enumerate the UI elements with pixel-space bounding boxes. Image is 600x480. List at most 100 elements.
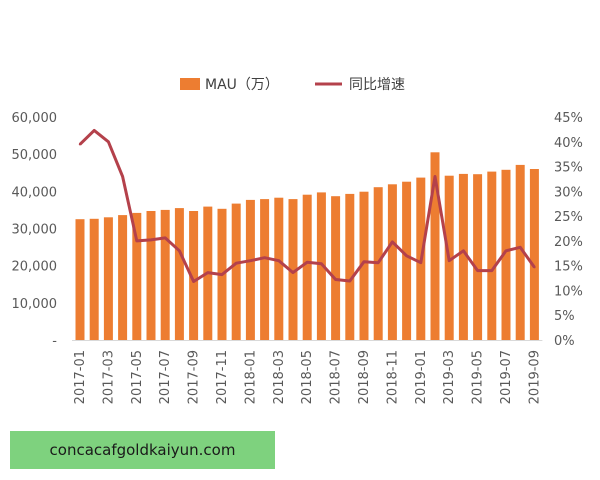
line-point [490,269,493,272]
line-point [235,262,238,265]
bar [174,208,184,340]
line-point [220,273,224,276]
x-tick-label: 2017-01 [73,350,88,404]
x-tick-label: 2018-09 [357,350,372,404]
line-point [277,259,280,262]
line-point [433,175,437,178]
y-left-tick-label: 30,000 [12,223,58,238]
watermark-banner: concacafgoldkaiyun.com [10,431,275,469]
bar [487,171,497,340]
legend: MAU（万） 同比增速 [180,77,405,93]
x-tick-label: 2019-05 [471,350,486,404]
bar [458,173,468,340]
line-point [320,262,323,265]
bar [359,191,369,340]
line-point [192,280,195,283]
y-right-tick-label: 40% [554,136,583,151]
x-axis: 2017-01 2017-03 2017-05 2017-07 2017-09 2017-… [72,340,543,404]
y-right-tick-label: 5% [554,309,575,324]
line-point [362,260,366,263]
y-right-tick-label: 30% [554,185,583,200]
y-left-tick-label: 50,000 [12,148,58,163]
x-tick-label: 2017-09 [187,350,202,404]
bar [75,219,85,340]
line-point [306,261,309,264]
line-point [121,175,124,178]
x-tick-label: 2017-03 [101,350,116,404]
bar [132,212,142,340]
y-left-tick-label: 20,000 [12,260,58,275]
bar [160,209,170,340]
x-tick-label: 2017-07 [158,350,173,404]
line-point [291,271,295,274]
x-tick-label: 2018-11 [385,350,400,404]
line-point [348,279,351,283]
y-right-tick-label: 45% [554,111,583,126]
line-series [78,128,536,283]
bar [387,184,397,340]
line-point [164,236,167,240]
bar [529,169,539,340]
line-point [462,249,465,252]
bar [103,217,113,340]
y-left-tick-label: 10,000 [12,297,58,312]
legend-bar-swatch [180,78,200,90]
x-tick-label: 2019-03 [442,350,457,404]
line-point [178,249,181,252]
bar [189,211,199,340]
x-tick-label: 2019-09 [527,350,542,404]
y-right-tick-label: 25% [554,210,583,225]
bar [345,193,355,340]
line-point [519,246,522,249]
x-tick-label: 2018-03 [272,350,287,404]
line-point [107,140,110,143]
y-right-tick-label: 15% [554,260,583,275]
bar [515,164,525,340]
bar [402,181,412,340]
legend-line-label: 同比增速 [349,77,405,93]
x-tick-label: 2018-07 [329,350,344,404]
bar [430,152,440,340]
bar [288,199,298,340]
bar [274,197,284,340]
y-right-tick-label: 10% [554,284,583,299]
legend-bar-label: MAU（万） [205,77,279,93]
line-point [419,261,422,264]
bar [260,199,270,340]
y-left-tick-label: - [52,334,57,349]
y-axis-right: 0% 5% 10% 15% 20% 25% 30% 35% 40% 45% [554,111,583,349]
bar [118,215,128,340]
line-point [93,129,96,132]
y-right-tick-label: 20% [554,235,583,250]
bar-series [75,152,539,340]
line-point [206,271,209,274]
bar [245,199,255,340]
line-point [377,261,380,264]
y-right-tick-label: 0% [554,334,575,349]
x-tick-label: 2018-05 [300,350,315,404]
line-point [448,259,451,262]
line-point [533,266,536,269]
x-tick-label: 2019-07 [499,350,514,404]
x-tick-label: 2018-01 [243,350,258,404]
line-point [405,254,408,257]
x-tick-label: 2017-11 [215,350,230,404]
y-left-tick-label: 60,000 [12,111,58,126]
line-point [249,259,252,262]
line-point [149,238,153,242]
bar [316,192,326,340]
line-point [334,278,337,281]
bar [231,203,241,340]
line-point [391,240,394,244]
bar [473,174,483,340]
bar [501,169,511,340]
bar [331,196,341,340]
bar [146,211,156,340]
line-point [78,143,82,146]
y-left-tick-label: 40,000 [12,185,58,200]
line-point [504,249,508,252]
line-point [263,256,266,259]
y-axis-left: - 10,000 20,000 30,000 40,000 50,000 60,000 [12,111,58,349]
line-point [135,239,138,243]
